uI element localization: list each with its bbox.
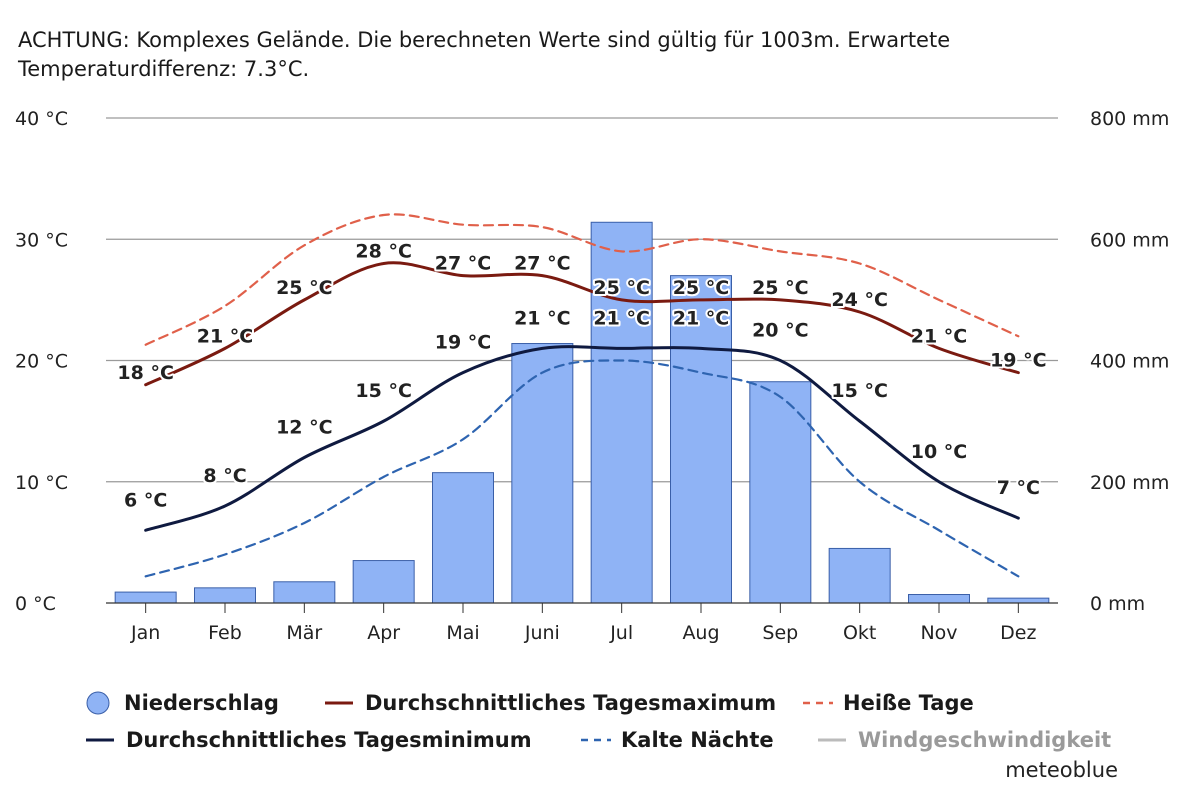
x-axis-label: Feb <box>208 622 242 644</box>
min-temp-label: 21 °C <box>593 307 650 329</box>
min-temp-label: 20 °C <box>752 320 809 342</box>
min-temp-label: 8 °C <box>203 465 246 487</box>
min-temp-label: 6 °C <box>124 489 167 511</box>
legend-label: Heiße Tage <box>843 691 974 715</box>
left-axis-tick-label: 0 °C <box>15 593 56 615</box>
min-temp-label: 19 °C <box>435 332 492 354</box>
axes: 0 °C 10 °C 20 °C 30 °C 40 °C 0 mm 200 mm 400 mm… <box>15 108 1169 644</box>
precipitation-bar <box>987 597 1050 604</box>
max-temp-label: 21 °C <box>197 325 254 347</box>
warning-line-2: Temperaturdifferenz: 7.3°C. <box>18 57 310 81</box>
legend-item: Niederschlag <box>86 691 279 715</box>
max-temp-label: 25 °C <box>673 277 730 299</box>
hot-days-line <box>144 213 1020 346</box>
legend-item: Windgeschwindigkeit <box>818 728 1111 752</box>
legend-label: Durchschnittliches Tagesminimum <box>126 728 532 752</box>
left-axis-tick-label: 40 °C <box>15 108 68 130</box>
x-axis-label: Sep <box>762 622 798 644</box>
left-axis-tick-label: 30 °C <box>15 229 68 251</box>
max-temp-label: 18 °C <box>117 362 174 384</box>
warning-text: ACHTUNG: Komplexes Gelände. Die berechne… <box>18 26 1118 84</box>
cold-nights-line <box>144 359 1020 578</box>
x-axis-label: Dez <box>1000 622 1036 644</box>
max-temp-label: 24 °C <box>831 289 888 311</box>
x-axis-label: Okt <box>843 622 876 644</box>
legend-label: Durchschnittliches Tagesmaximum <box>365 691 776 715</box>
avg-max-line <box>144 261 1020 387</box>
max-temp-label: 19 °C <box>990 350 1047 372</box>
precipitation-bar <box>511 343 574 604</box>
right-axis-tick-label: 800 mm <box>1090 108 1169 130</box>
x-axis-label: Nov <box>920 622 957 644</box>
precipitation-bar <box>352 560 415 604</box>
max-temp-label: 25 °C <box>276 277 333 299</box>
min-temp-label: 10 °C <box>911 441 968 463</box>
precipitation-bar <box>194 587 256 604</box>
precipitation-bar <box>114 591 177 604</box>
min-temp-label: 7 °C <box>997 477 1040 499</box>
legend-item: Durchschnittliches Tagesminimum <box>86 728 532 752</box>
x-axis-label: Juni <box>524 622 560 644</box>
precipitation-bar <box>670 275 732 604</box>
warning-line-1: ACHTUNG: Komplexes Gelände. Die berechne… <box>18 28 951 52</box>
precipitation-bar <box>273 581 336 604</box>
min-temp-label: 21 °C <box>514 307 571 329</box>
min-temp-label: 21 °C <box>673 307 730 329</box>
precipitation-bars <box>114 221 1050 604</box>
precipitation-bar <box>828 547 891 604</box>
legend-item: Kalte Nächte <box>581 728 774 752</box>
legend-item: Durchschnittliches Tagesmaximum <box>325 691 776 715</box>
precipitation-bar <box>908 594 970 604</box>
legend-label: Niederschlag <box>124 691 279 715</box>
left-axis-tick-label: 20 °C <box>15 351 68 373</box>
max-temp-label: 25 °C <box>593 277 650 299</box>
max-temp-label: 27 °C <box>514 253 571 275</box>
max-temp-label: 28 °C <box>355 241 412 263</box>
legend-label: Kalte Nächte <box>621 728 774 752</box>
legend: Niederschlag Durchschnittliches Tagesmaxi… <box>86 691 1111 752</box>
legend-marker <box>86 691 110 715</box>
right-axis-tick-label: 0 mm <box>1090 593 1145 615</box>
max-temp-label: 25 °C <box>752 277 809 299</box>
x-axis-label: Mai <box>446 622 479 644</box>
x-axis-label: Apr <box>367 622 400 644</box>
right-axis-tick-label: 400 mm <box>1090 351 1169 373</box>
x-axis-label: Aug <box>682 622 719 644</box>
right-axis-tick-label: 600 mm <box>1090 229 1169 251</box>
avg-min-line <box>144 345 1020 532</box>
legend-label: Windgeschwindigkeit <box>858 728 1111 752</box>
min-temp-label: 15 °C <box>831 380 888 402</box>
max-temp-label: 27 °C <box>435 253 492 275</box>
legend-item: Heiße Tage <box>803 691 974 715</box>
precipitation-bar <box>432 472 494 604</box>
grid-layer <box>106 117 1058 483</box>
left-axis-tick-label: 10 °C <box>15 472 68 494</box>
temperature-lines <box>144 213 1020 578</box>
min-temp-label: 15 °C <box>355 380 412 402</box>
data-labels: 18 °C 21 °C 25 °C 28 °C 27 °C 27 °C 25 °C 25 °C… <box>115 239 1048 514</box>
x-axis-label: Jul <box>609 622 633 644</box>
x-axis-label: Mär <box>286 622 322 644</box>
min-temp-label: 12 °C <box>276 417 333 439</box>
right-axis-tick-label: 200 mm <box>1090 472 1169 494</box>
precipitation-bar <box>590 221 653 604</box>
x-axis-label: Jan <box>130 622 160 644</box>
credit-text: meteoblue <box>1005 758 1118 782</box>
max-temp-label: 21 °C <box>911 325 968 347</box>
